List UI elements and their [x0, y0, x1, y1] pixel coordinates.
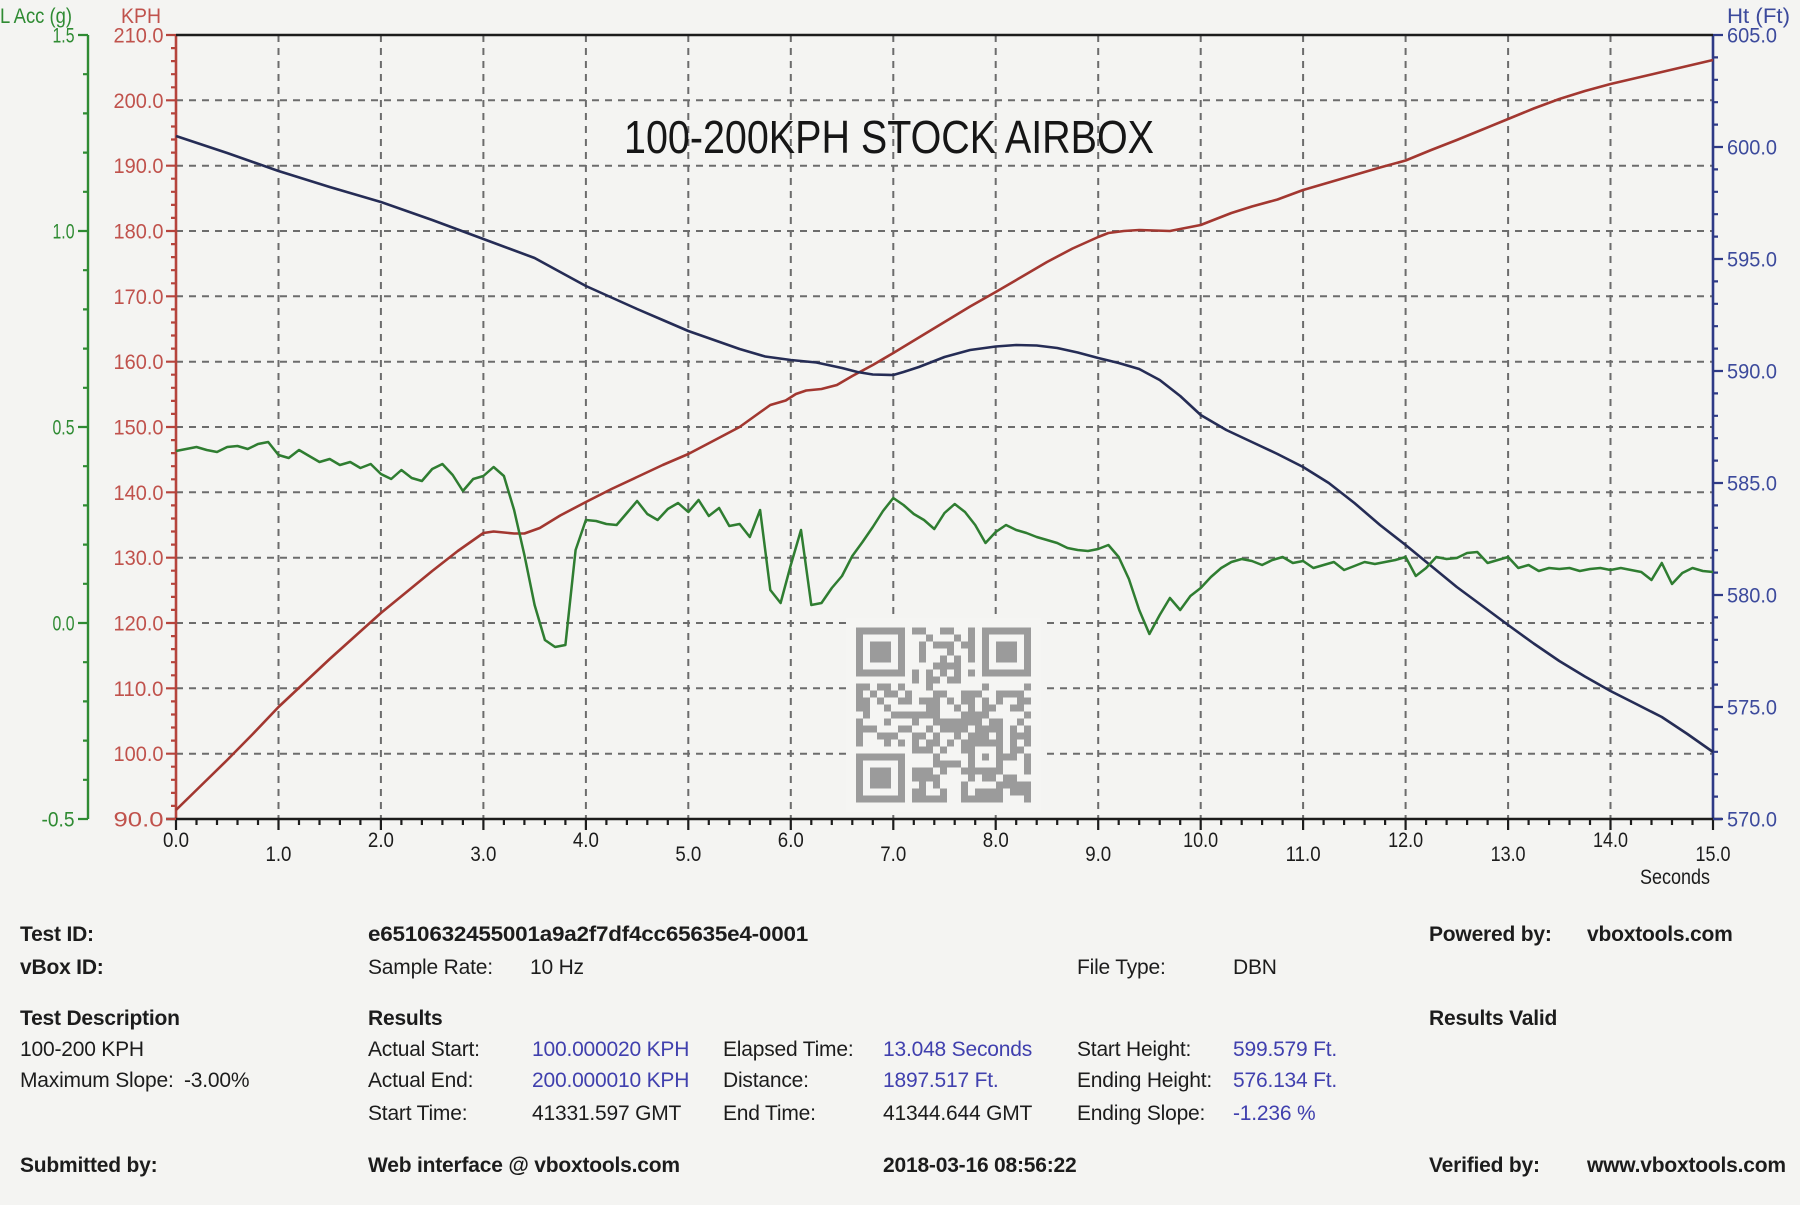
- svg-text:1897.517 Ft.: 1897.517 Ft.: [883, 1069, 999, 1092]
- svg-text:Start Height:: Start Height:: [1077, 1038, 1191, 1061]
- svg-text:599.579 Ft.: 599.579 Ft.: [1233, 1038, 1337, 1061]
- svg-text:190.0: 190.0: [114, 155, 164, 178]
- svg-text:www.vboxtools.com: www.vboxtools.com: [1586, 1154, 1786, 1177]
- svg-text:8.0: 8.0: [983, 829, 1009, 852]
- svg-text:600.0: 600.0: [1727, 137, 1777, 160]
- svg-text:9.0: 9.0: [1085, 843, 1111, 866]
- svg-text:1.0: 1.0: [53, 221, 75, 244]
- svg-text:575.0: 575.0: [1727, 697, 1777, 720]
- svg-text:2018-03-16 08:56:22: 2018-03-16 08:56:22: [883, 1154, 1077, 1177]
- svg-text:0.0: 0.0: [53, 613, 75, 636]
- svg-text:vBox ID:: vBox ID:: [20, 956, 104, 979]
- svg-text:L Acc (g): L Acc (g): [0, 5, 72, 28]
- svg-text:Results Valid: Results Valid: [1429, 1007, 1557, 1030]
- svg-text:e6510632455001a9a2f7df4cc65635: e6510632455001a9a2f7df4cc65635e4-0001: [368, 923, 809, 946]
- svg-text:Actual Start:: Actual Start:: [368, 1038, 480, 1061]
- svg-text:Ending Height:: Ending Height:: [1077, 1069, 1212, 1092]
- svg-text:12.0: 12.0: [1388, 829, 1423, 852]
- svg-text:13.0: 13.0: [1491, 843, 1526, 866]
- svg-text:-3.00%: -3.00%: [184, 1069, 249, 1092]
- svg-text:576.134 Ft.: 576.134 Ft.: [1233, 1069, 1337, 1092]
- svg-text:DBN: DBN: [1233, 956, 1277, 979]
- svg-text:Seconds: Seconds: [1640, 866, 1710, 889]
- svg-text:10 Hz: 10 Hz: [530, 956, 584, 979]
- svg-text:130.0: 130.0: [114, 547, 164, 570]
- svg-text:170.0: 170.0: [114, 286, 164, 309]
- svg-text:Submitted by:: Submitted by:: [20, 1154, 157, 1177]
- svg-text:100.0: 100.0: [114, 743, 164, 766]
- svg-text:Powered by:: Powered by:: [1429, 923, 1552, 946]
- svg-text:0.0: 0.0: [163, 829, 189, 852]
- svg-text:41331.597 GMT: 41331.597 GMT: [532, 1102, 682, 1125]
- svg-text:Ending Slope:: Ending Slope:: [1077, 1102, 1205, 1125]
- svg-text:KPH: KPH: [121, 5, 161, 28]
- svg-text:Results: Results: [368, 1007, 442, 1030]
- svg-text:End Time:: End Time:: [723, 1102, 816, 1125]
- svg-text:5.0: 5.0: [675, 843, 701, 866]
- svg-text:4.0: 4.0: [573, 829, 599, 852]
- svg-text:41344.644 GMT: 41344.644 GMT: [883, 1102, 1033, 1125]
- svg-text:Test ID:: Test ID:: [20, 923, 94, 946]
- svg-text:140.0: 140.0: [114, 482, 164, 505]
- svg-text:Test Description: Test Description: [20, 1007, 180, 1030]
- svg-text:1.0: 1.0: [265, 843, 291, 866]
- svg-text:Maximum Slope:: Maximum Slope:: [20, 1069, 174, 1092]
- svg-text:13.048 Seconds: 13.048 Seconds: [883, 1038, 1032, 1061]
- svg-text:Actual End:: Actual End:: [368, 1069, 473, 1092]
- svg-text:210.0: 210.0: [114, 25, 164, 48]
- svg-text:15.0: 15.0: [1696, 843, 1731, 866]
- svg-text:Distance:: Distance:: [723, 1069, 809, 1092]
- svg-text:2.0: 2.0: [368, 829, 394, 852]
- svg-text:Ht (Ft): Ht (Ft): [1727, 5, 1790, 28]
- svg-text:6.0: 6.0: [778, 829, 804, 852]
- svg-text:160.0: 160.0: [114, 351, 164, 374]
- svg-text:580.0: 580.0: [1727, 585, 1777, 608]
- svg-text:180.0: 180.0: [114, 221, 164, 244]
- svg-text:Sample Rate:: Sample Rate:: [368, 956, 493, 979]
- svg-text:150.0: 150.0: [114, 417, 164, 440]
- svg-text:570.0: 570.0: [1727, 809, 1777, 832]
- svg-text:vboxtools.com: vboxtools.com: [1587, 923, 1733, 946]
- svg-text:585.0: 585.0: [1727, 473, 1777, 496]
- svg-text:200.0: 200.0: [114, 90, 164, 113]
- svg-text:0.5: 0.5: [53, 417, 75, 440]
- svg-text:100-200 KPH: 100-200 KPH: [20, 1038, 144, 1061]
- svg-text:File Type:: File Type:: [1077, 956, 1166, 979]
- svg-text:Web interface @ vboxtools.com: Web interface @ vboxtools.com: [368, 1154, 680, 1177]
- svg-text:590.0: 590.0: [1727, 361, 1777, 384]
- svg-text:3.0: 3.0: [470, 843, 496, 866]
- svg-text:-1.236 %: -1.236 %: [1233, 1102, 1315, 1125]
- svg-text:90.0: 90.0: [114, 809, 164, 832]
- svg-text:1.5: 1.5: [53, 25, 75, 48]
- svg-text:100-200KPH STOCK AIRBOX: 100-200KPH STOCK AIRBOX: [624, 111, 1154, 163]
- svg-text:Verified by:: Verified by:: [1429, 1154, 1540, 1177]
- svg-text:Elapsed Time:: Elapsed Time:: [723, 1038, 853, 1061]
- svg-text:120.0: 120.0: [114, 613, 164, 636]
- svg-text:Start Time:: Start Time:: [368, 1102, 467, 1125]
- svg-text:100.000020 KPH: 100.000020 KPH: [532, 1038, 689, 1061]
- svg-text:200.000010 KPH: 200.000010 KPH: [532, 1069, 689, 1092]
- svg-text:7.0: 7.0: [880, 843, 906, 866]
- svg-text:110.0: 110.0: [114, 678, 164, 701]
- svg-text:605.0: 605.0: [1727, 25, 1777, 48]
- svg-text:-0.5: -0.5: [42, 809, 75, 832]
- svg-text:11.0: 11.0: [1286, 843, 1321, 866]
- svg-text:10.0: 10.0: [1183, 829, 1218, 852]
- svg-text:595.0: 595.0: [1727, 249, 1777, 272]
- svg-text:14.0: 14.0: [1593, 829, 1628, 852]
